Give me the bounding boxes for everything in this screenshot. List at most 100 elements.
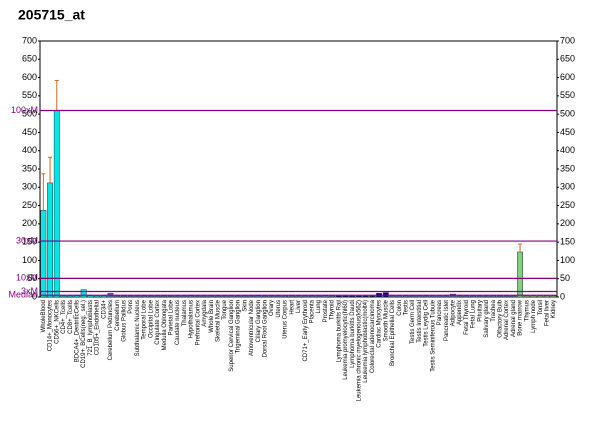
y-tick-label: 50 — [27, 273, 37, 283]
y-tick-label: 700 — [22, 35, 37, 45]
x-tick-label: Cerebellum — [115, 300, 121, 331]
x-tick-label: Uterus — [276, 300, 282, 318]
x-tick-label: Liver — [296, 300, 302, 313]
y2-tick-label: 300 — [560, 182, 575, 192]
x-tick-label: BDCA4+_DentriticCells — [75, 300, 81, 362]
x-tick-label: Skeletal Muscle — [216, 299, 222, 342]
bar — [194, 295, 201, 298]
y-tick-label: 550 — [22, 90, 37, 100]
x-tick-label: Ciliary Ganglion — [256, 300, 262, 342]
bar — [302, 295, 309, 298]
x-tick-label: CD56+_NKCells — [54, 300, 60, 344]
y2-tick-label: 200 — [560, 218, 575, 228]
x-tick-label: Thalamus — [182, 300, 188, 326]
bar — [295, 295, 302, 298]
x-tick-label: Smooth Muscle — [383, 299, 389, 341]
bar — [174, 295, 181, 298]
y-tick-label: 650 — [22, 54, 37, 64]
bar — [167, 295, 174, 298]
x-tick-label: Fetal liver — [545, 300, 551, 326]
x-tick-label: Uterus Corpus — [283, 300, 289, 339]
y-tick-label: 250 — [22, 200, 37, 210]
x-tick-label: Lung — [316, 300, 322, 313]
bar — [362, 295, 369, 298]
x-tick-label: Pancreatic Islet — [444, 300, 450, 341]
bar — [436, 295, 443, 298]
bar — [161, 295, 168, 298]
bar — [423, 295, 430, 298]
x-tick-label: Testis Leydig Cell — [424, 300, 430, 347]
bar — [201, 295, 208, 298]
y2-tick-label: 100 — [560, 255, 575, 265]
bar — [315, 295, 322, 298]
x-tick-label: Thymus — [524, 300, 530, 321]
x-tick-label: Pancreas — [437, 300, 443, 325]
bar — [268, 295, 275, 298]
x-tick-label: CD8+_Tcells — [68, 300, 74, 334]
x-tick-label: Caudate nucleus — [175, 300, 181, 345]
y-tick-label: 350 — [22, 163, 37, 173]
y2-tick-label: 0 — [560, 291, 565, 301]
bar — [369, 295, 376, 298]
x-tick-label: Atrioventricular Node — [249, 299, 255, 356]
bar — [282, 295, 289, 298]
x-tick-label: Leukemia chronic myelogenous(k562) — [357, 300, 363, 401]
y2-tick-label: 150 — [560, 237, 575, 247]
bar — [456, 295, 463, 298]
y-tick-label: 450 — [22, 127, 37, 137]
bar — [483, 295, 490, 298]
bar — [147, 295, 154, 298]
x-tick-label: CD34+ — [101, 300, 107, 319]
reference-label: 30xM — [16, 235, 38, 245]
x-tick-label: Kidney — [551, 300, 557, 318]
bar — [389, 295, 396, 298]
x-tick-label: Trigeminal Ganglion — [236, 300, 242, 353]
x-tick-label: CD4+_Tcells — [61, 300, 67, 334]
y2-tick-label: 450 — [560, 127, 575, 137]
y-tick-label: 200 — [22, 218, 37, 228]
bar — [80, 289, 87, 298]
x-tick-label: Appendix — [457, 300, 463, 325]
x-tick-label: Cerebellum Peduncles — [108, 300, 114, 360]
bar — [67, 295, 74, 298]
x-tick-label: Skin — [242, 300, 248, 312]
y2-tick-label: 250 — [560, 200, 575, 210]
bar — [463, 295, 470, 298]
y-tick-label: 500 — [22, 109, 37, 119]
x-tick-label: Subthalamic Nucleus — [135, 300, 141, 356]
x-tick-label: Trachea — [491, 299, 497, 321]
bar — [134, 295, 141, 298]
x-tick-label: Amygdala — [202, 299, 208, 326]
x-tick-label: Cingulate Cortex — [155, 300, 161, 345]
bar — [355, 295, 362, 298]
bar — [543, 295, 550, 298]
bar — [114, 295, 121, 298]
x-tick-label: Tonsil — [538, 300, 544, 315]
bar — [396, 295, 403, 298]
x-tick-label: Salivary gland — [484, 300, 490, 338]
bar — [261, 295, 268, 298]
reference-label: 3xM — [21, 286, 38, 296]
x-tick-label: Fetal Thyroid — [464, 300, 470, 335]
chart-title: 205715_at — [18, 7, 85, 23]
bar — [141, 295, 148, 298]
x-tick-label: CD19+_BCells(neg._sel.) — [81, 300, 87, 368]
x-tick-label: Leukemia promyelocytic(hl60) — [343, 300, 349, 380]
x-tick-label: Fetal Lung — [471, 300, 477, 328]
x-tick-label: Temporal Lobe — [142, 299, 148, 339]
bar — [550, 295, 557, 298]
y-tick-label: 100 — [22, 255, 37, 265]
x-tick-label: Placenta — [310, 299, 316, 323]
x-tick-label: Pons — [128, 300, 134, 314]
bar — [214, 295, 221, 298]
x-tick-label: Adipocyte — [451, 299, 457, 326]
x-tick-label: Lymphoma burkitts Raji — [336, 300, 342, 362]
x-tick-label: Adrenal Cortex — [504, 300, 510, 340]
bar — [349, 295, 356, 298]
x-tick-label: Superior Cervical Ganglion — [229, 300, 235, 372]
x-tick-label: Leukemia lymphoblastic(molt4) — [363, 300, 369, 383]
x-tick-label: Testis Seminiferous Tubule — [430, 299, 436, 371]
reference-label: 10xM — [16, 273, 38, 283]
bar — [470, 295, 477, 298]
x-tick-label: Whole Brain — [209, 300, 215, 333]
